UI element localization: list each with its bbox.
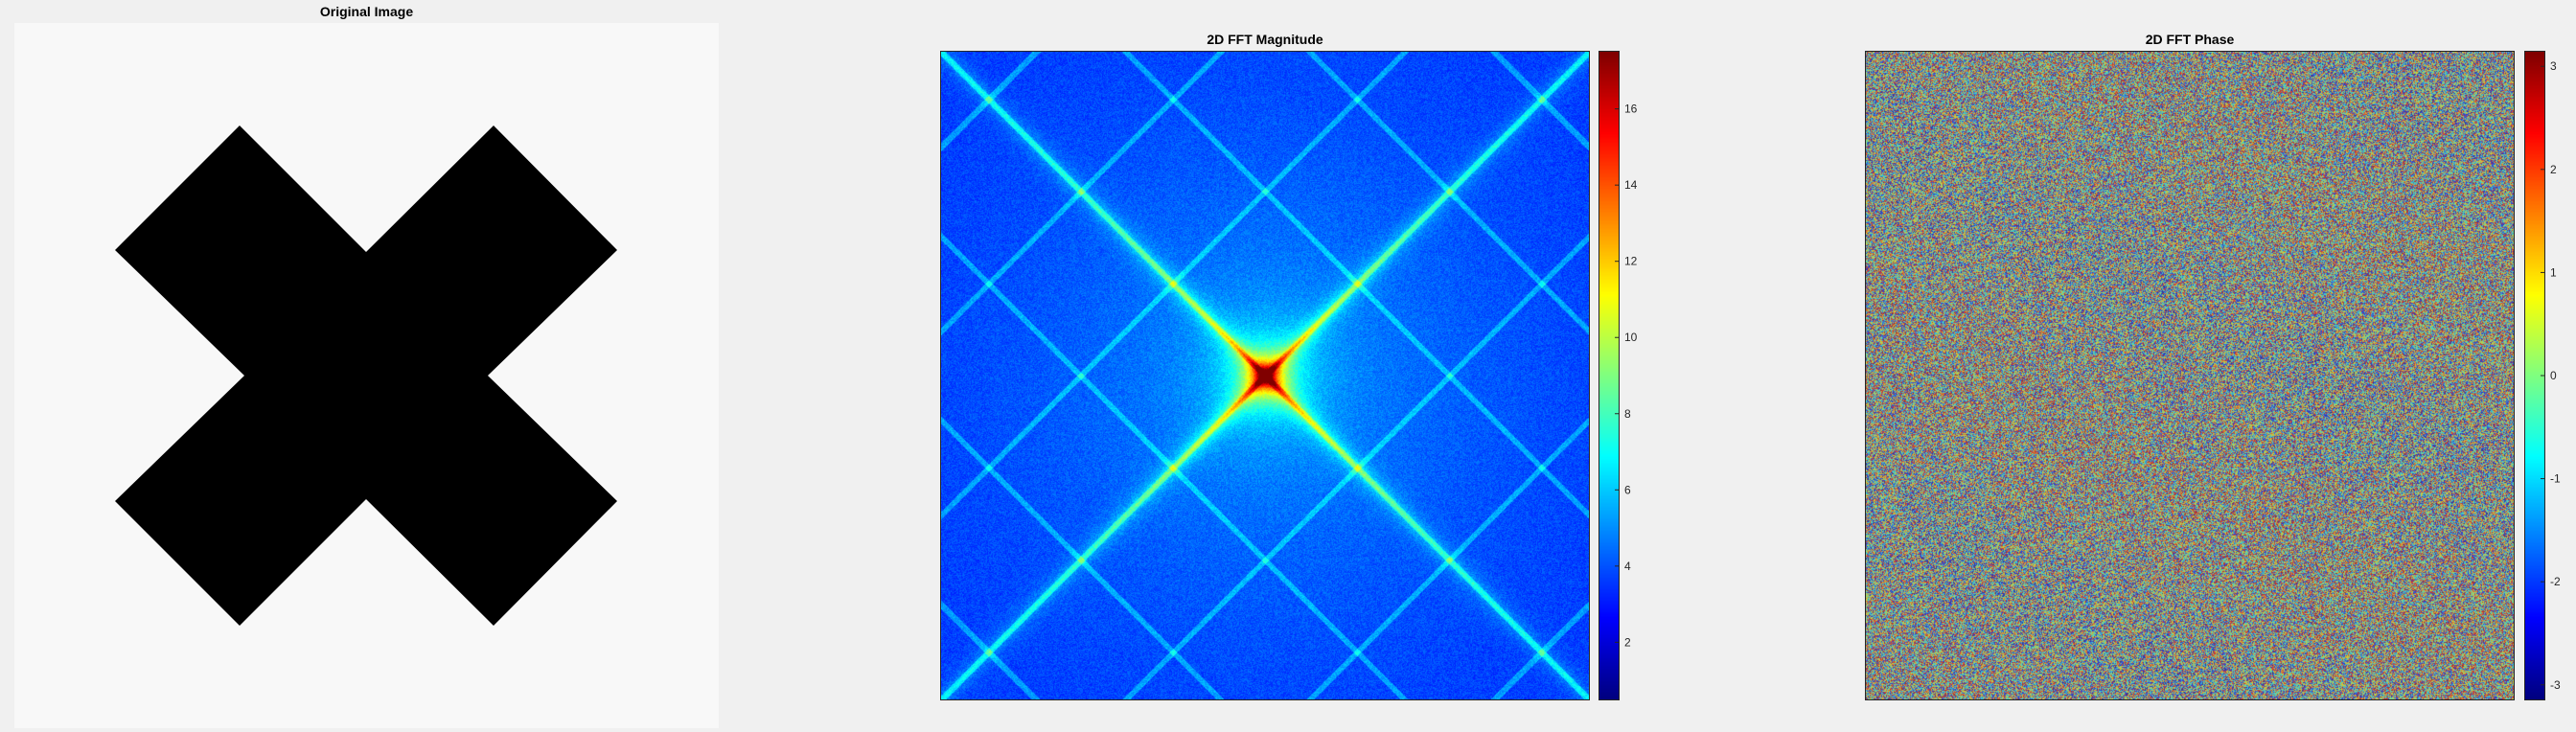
magnitude-colorbar	[1598, 51, 1620, 700]
magnitude-tick-label: 16	[1624, 103, 1638, 116]
magnitude-tick-label: 6	[1624, 483, 1631, 496]
magnitude-tick-label: 10	[1624, 331, 1638, 344]
phase-colorbar-ticks: -3 -2 -1 0 1 2 3	[2541, 59, 2561, 692]
phase-tick-label: -3	[2550, 678, 2561, 692]
phase-tick-label: -1	[2550, 472, 2561, 486]
magnitude-tick-label: 8	[1624, 407, 1631, 421]
magnitude-tick-label: 2	[1624, 635, 1631, 649]
magnitude-tick-label: 4	[1624, 560, 1631, 573]
fft-phase-image	[1865, 51, 2515, 700]
panel-title-phase: 2D FFT Phase	[2145, 32, 2235, 47]
original-image-axes	[14, 23, 719, 728]
phase-colorbar	[2524, 51, 2545, 700]
panel-title-original: Original Image	[319, 4, 414, 19]
cross-shape	[115, 126, 617, 626]
phase-tick-label: 1	[2550, 265, 2557, 279]
magnitude-colorbar-ticks: 2 4 6 8 10 12 14 16	[1615, 103, 1638, 649]
phase-tick-label: -2	[2550, 575, 2561, 588]
phase-tick-label: 3	[2550, 59, 2557, 73]
magnitude-tick-label: 12	[1624, 255, 1638, 268]
panel-title-magnitude: 2D FFT Magnitude	[1207, 32, 1323, 47]
phase-tick-label: 0	[2550, 369, 2557, 382]
phase-tick-label: 2	[2550, 163, 2557, 176]
fft-magnitude-image	[940, 51, 1590, 700]
magnitude-tick-label: 14	[1624, 178, 1638, 192]
